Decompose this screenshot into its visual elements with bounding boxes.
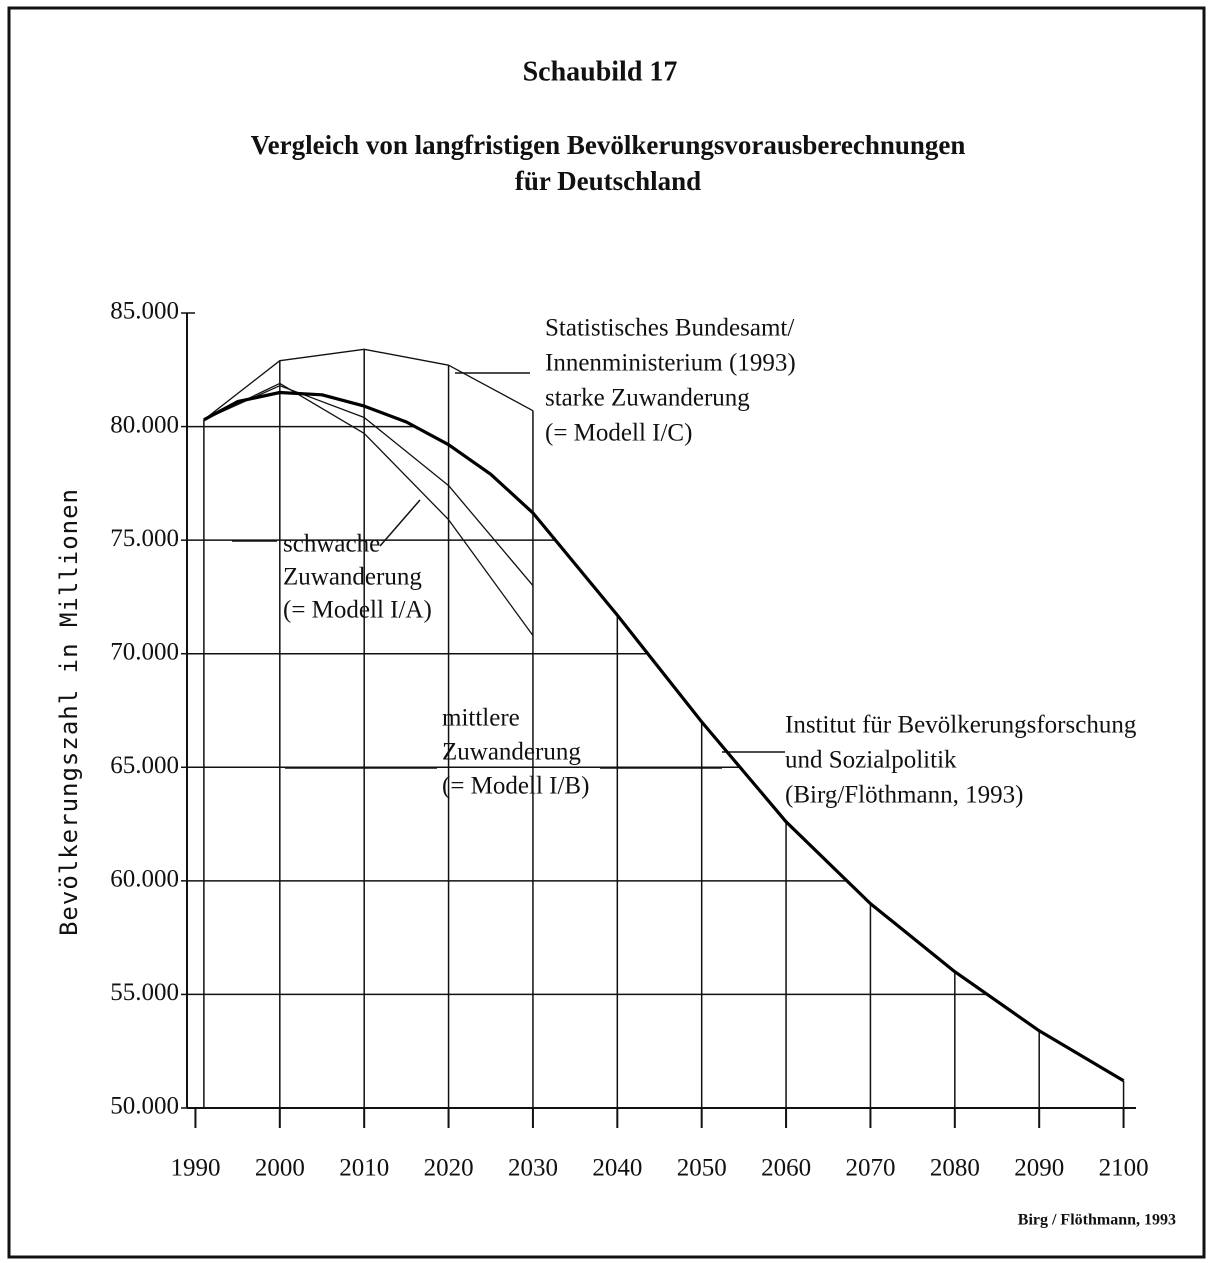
chart-title: Schaubild 17 [523, 56, 678, 87]
x-tick-label: 2010 [339, 1155, 389, 1182]
chart-subtitle: für Deutschland [515, 166, 701, 196]
y-tick-label: 75.000 [110, 525, 179, 552]
y-tick-label: 80.000 [110, 411, 179, 438]
y-tick-label: 60.000 [110, 866, 179, 893]
series-label: (= Modell I/A) [283, 597, 432, 624]
series-label: und Sozialpolitik [785, 747, 957, 774]
series-label: (Birg/Flöthmann, 1993) [785, 782, 1023, 809]
series-label: mittlere [442, 705, 520, 732]
series-label: Innenministerium (1993) [545, 350, 796, 377]
series-line [203, 348, 534, 421]
x-tick-label: 2040 [592, 1155, 642, 1182]
x-tick-label: 1990 [170, 1155, 220, 1182]
frame [7, 6, 1206, 1259]
y-tick-label: 65.000 [110, 752, 179, 779]
x-tick-label: 2000 [255, 1155, 305, 1182]
series-line [203, 390, 1125, 1083]
y-axis-label: Bevölkerungszahl in Millionen [55, 488, 83, 936]
series-label: Institut für Bevölkerungsforschung [785, 712, 1137, 739]
y-tick-label: 70.000 [110, 638, 179, 665]
series-line [203, 382, 534, 636]
series-label: Statistisches Bundesamt/ [545, 315, 794, 342]
series-label: Zuwanderung [283, 564, 422, 591]
x-tick-label: 2030 [508, 1155, 558, 1182]
series-label: (= Modell I/C) [545, 420, 692, 447]
x-tick-label: 2080 [930, 1155, 980, 1182]
x-tick-label: 2020 [424, 1155, 474, 1182]
series-label: schwache [283, 531, 380, 558]
x-tick-label: 2060 [761, 1155, 811, 1182]
y-tick-label: 85.000 [110, 298, 179, 325]
chart-subtitle: Vergleich von langfristigen Bevölkerungs… [251, 130, 966, 160]
y-tick-label: 50.000 [110, 1093, 179, 1120]
x-tick-label: 2090 [1014, 1155, 1064, 1182]
x-tick-label: 2100 [1099, 1155, 1149, 1182]
x-tick-label: 2070 [845, 1155, 895, 1182]
series-label: starke Zuwanderung [545, 385, 750, 412]
series-label: Zuwanderung [442, 739, 581, 766]
x-tick-label: 2050 [677, 1155, 727, 1182]
series-label: (= Modell I/B) [442, 773, 589, 800]
y-tick-label: 55.000 [110, 979, 179, 1006]
source: Birg / Flöthmann, 1993 [1018, 1212, 1176, 1229]
